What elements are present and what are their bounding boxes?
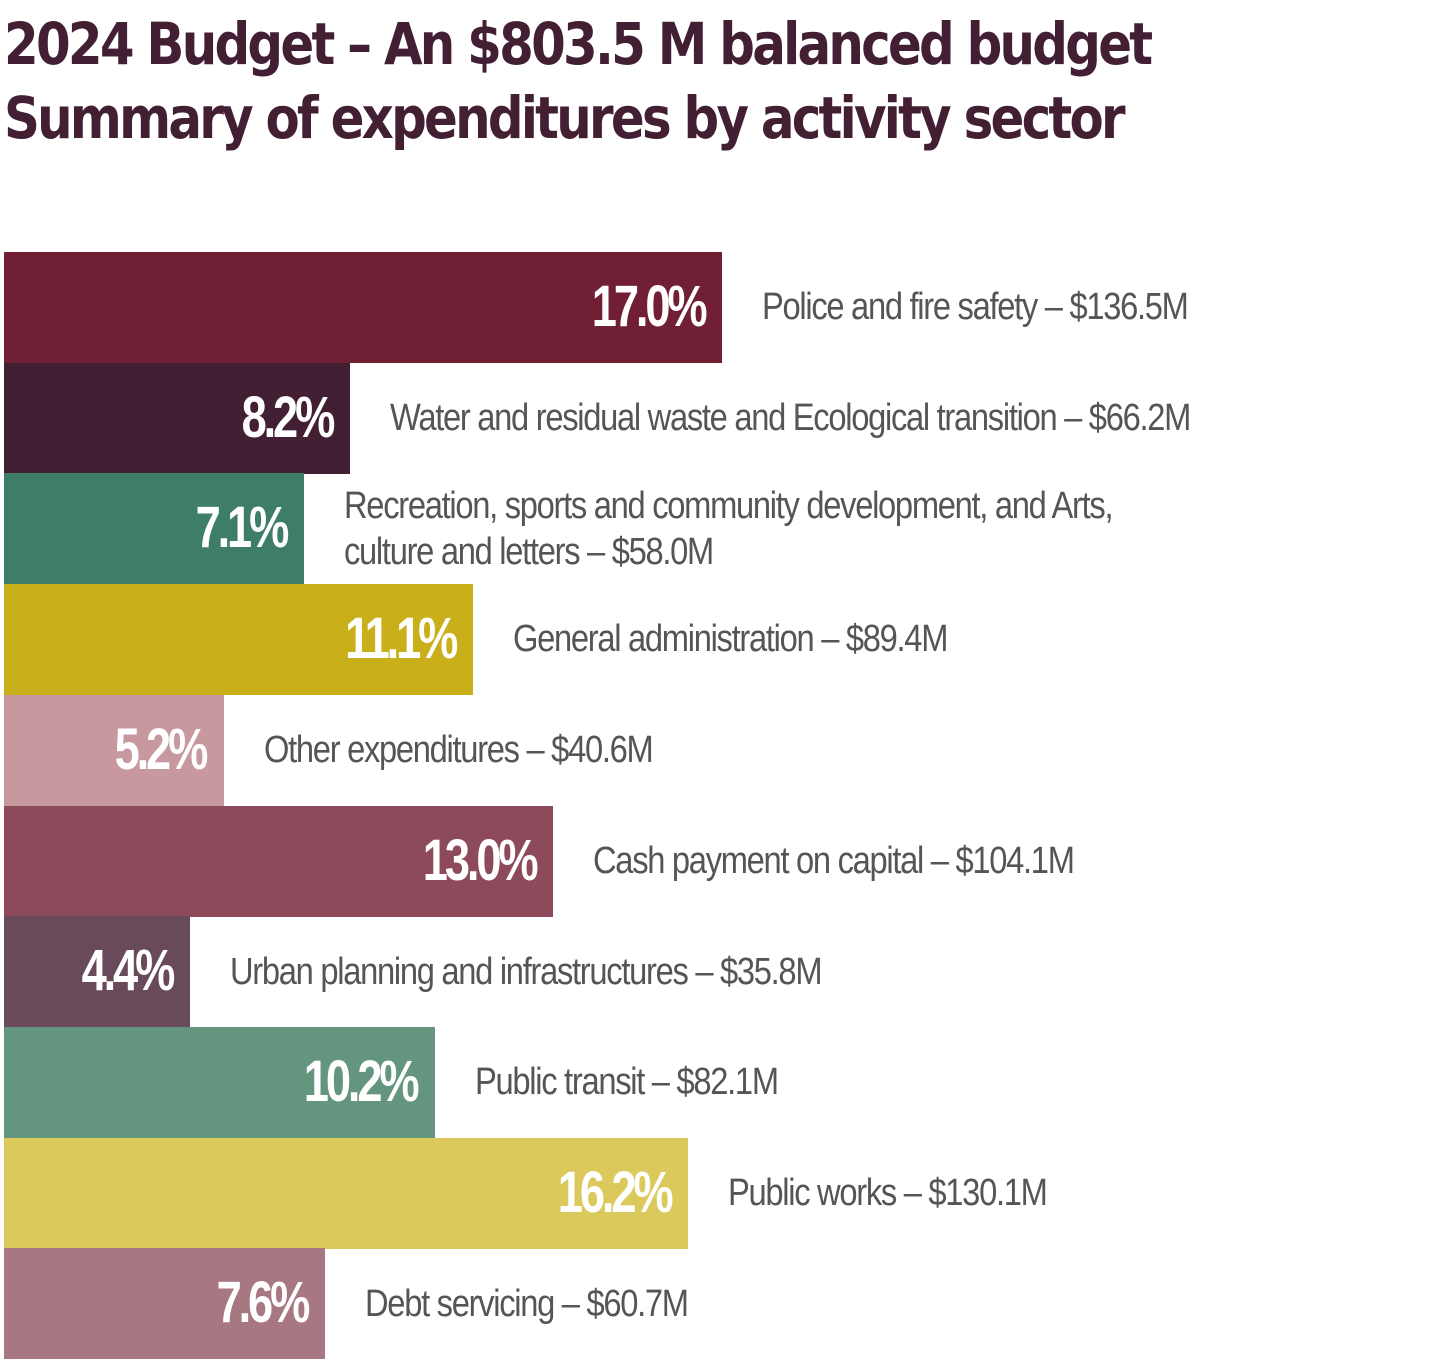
bar bbox=[4, 694, 224, 806]
bar bbox=[4, 805, 554, 917]
bar-row: 7.6% Debt servicing – $60.7M bbox=[0, 1248, 1456, 1360]
bar-row: 17.0% Police and fire safety – $136.5M bbox=[0, 252, 1456, 363]
bar bbox=[4, 1248, 325, 1360]
percent-data-label: 7.1% bbox=[195, 495, 289, 561]
category-label: Water and residual waste and Ecological … bbox=[390, 363, 1191, 474]
bar bbox=[4, 473, 304, 585]
category-label: Police and fire safety – $136.5M bbox=[762, 252, 1189, 363]
bar-chart: 17.0% Police and fire safety – $136.5M 8.2… bbox=[0, 252, 1456, 1360]
percent-data-label: 11.1% bbox=[344, 606, 458, 672]
category-label: Cash payment on capital – $104.1M bbox=[593, 806, 1075, 917]
percent-data-label: 10.2% bbox=[304, 1048, 420, 1114]
category-label: Public transit – $82.1M bbox=[474, 1027, 779, 1138]
category-label-line: Water and residual waste and Ecological … bbox=[390, 397, 1191, 440]
bar bbox=[4, 252, 722, 363]
bar-row: 10.2% Public transit – $82.1M bbox=[0, 1026, 1456, 1138]
bar bbox=[4, 362, 351, 474]
category-label-line: Debt servicing – $60.7M bbox=[364, 1282, 689, 1325]
category-label: General administration – $89.4M bbox=[512, 584, 948, 695]
bar-row: 8.2% Water and residual waste and Ecologi… bbox=[0, 362, 1456, 474]
category-label-line: Public works – $130.1M bbox=[728, 1171, 1048, 1214]
bar-row: 4.4% Urban planning and infrastructures –… bbox=[0, 916, 1456, 1028]
bar bbox=[4, 916, 190, 1028]
title-line-1: 2024 Budget – An $803.5 M balanced budge… bbox=[4, 10, 1153, 78]
category-label: Public works – $130.1M bbox=[728, 1138, 1048, 1249]
percent-data-label: 7.6% bbox=[216, 1270, 310, 1336]
bar bbox=[4, 584, 473, 696]
chart-title: 2024 Budget – An $803.5 M balanced budge… bbox=[4, 0, 1153, 162]
bar-row: 5.2% Other expenditures – $40.6M bbox=[0, 694, 1456, 806]
category-label-line: Police and fire safety – $136.5M bbox=[762, 286, 1189, 329]
category-label: Other expenditures – $40.6M bbox=[263, 695, 654, 806]
category-label: Recreation, sports and community develop… bbox=[343, 473, 1114, 584]
percent-data-label: 8.2% bbox=[241, 384, 336, 450]
bar-row: 16.2% Public works – $130.1M bbox=[0, 1137, 1456, 1249]
category-label-line: Urban planning and infrastructures – $35… bbox=[229, 950, 823, 993]
bar bbox=[4, 1026, 435, 1138]
category-label-line: Other expenditures – $40.6M bbox=[263, 729, 654, 772]
category-label-line: Recreation, sports and community develop… bbox=[343, 484, 1114, 527]
category-label-line: Cash payment on capital – $104.1M bbox=[593, 839, 1075, 882]
percent-data-label: 16.2% bbox=[557, 1159, 674, 1225]
category-label-line: culture and letters – $58.0M bbox=[343, 530, 714, 573]
bar-row: 7.1% Recreation, sports and community dev… bbox=[0, 473, 1456, 585]
category-label-line: General administration – $89.4M bbox=[512, 618, 948, 661]
category-label: Debt servicing – $60.7M bbox=[364, 1248, 689, 1359]
bar-row: 13.0% Cash payment on capital – $104.1M bbox=[0, 805, 1456, 917]
title-line-2: Summary of expenditures by activity sect… bbox=[4, 84, 1126, 152]
percent-data-label: 13.0% bbox=[422, 827, 538, 893]
bar bbox=[4, 1137, 689, 1249]
category-label-line: Public transit – $82.1M bbox=[474, 1061, 779, 1104]
percent-data-label: 5.2% bbox=[114, 716, 209, 782]
percent-data-label: 4.4% bbox=[81, 938, 175, 1004]
category-label: Urban planning and infrastructures – $35… bbox=[229, 916, 823, 1027]
percent-data-label: 17.0% bbox=[591, 274, 707, 339]
bar-row: 11.1% General administration – $89.4M bbox=[0, 584, 1456, 696]
